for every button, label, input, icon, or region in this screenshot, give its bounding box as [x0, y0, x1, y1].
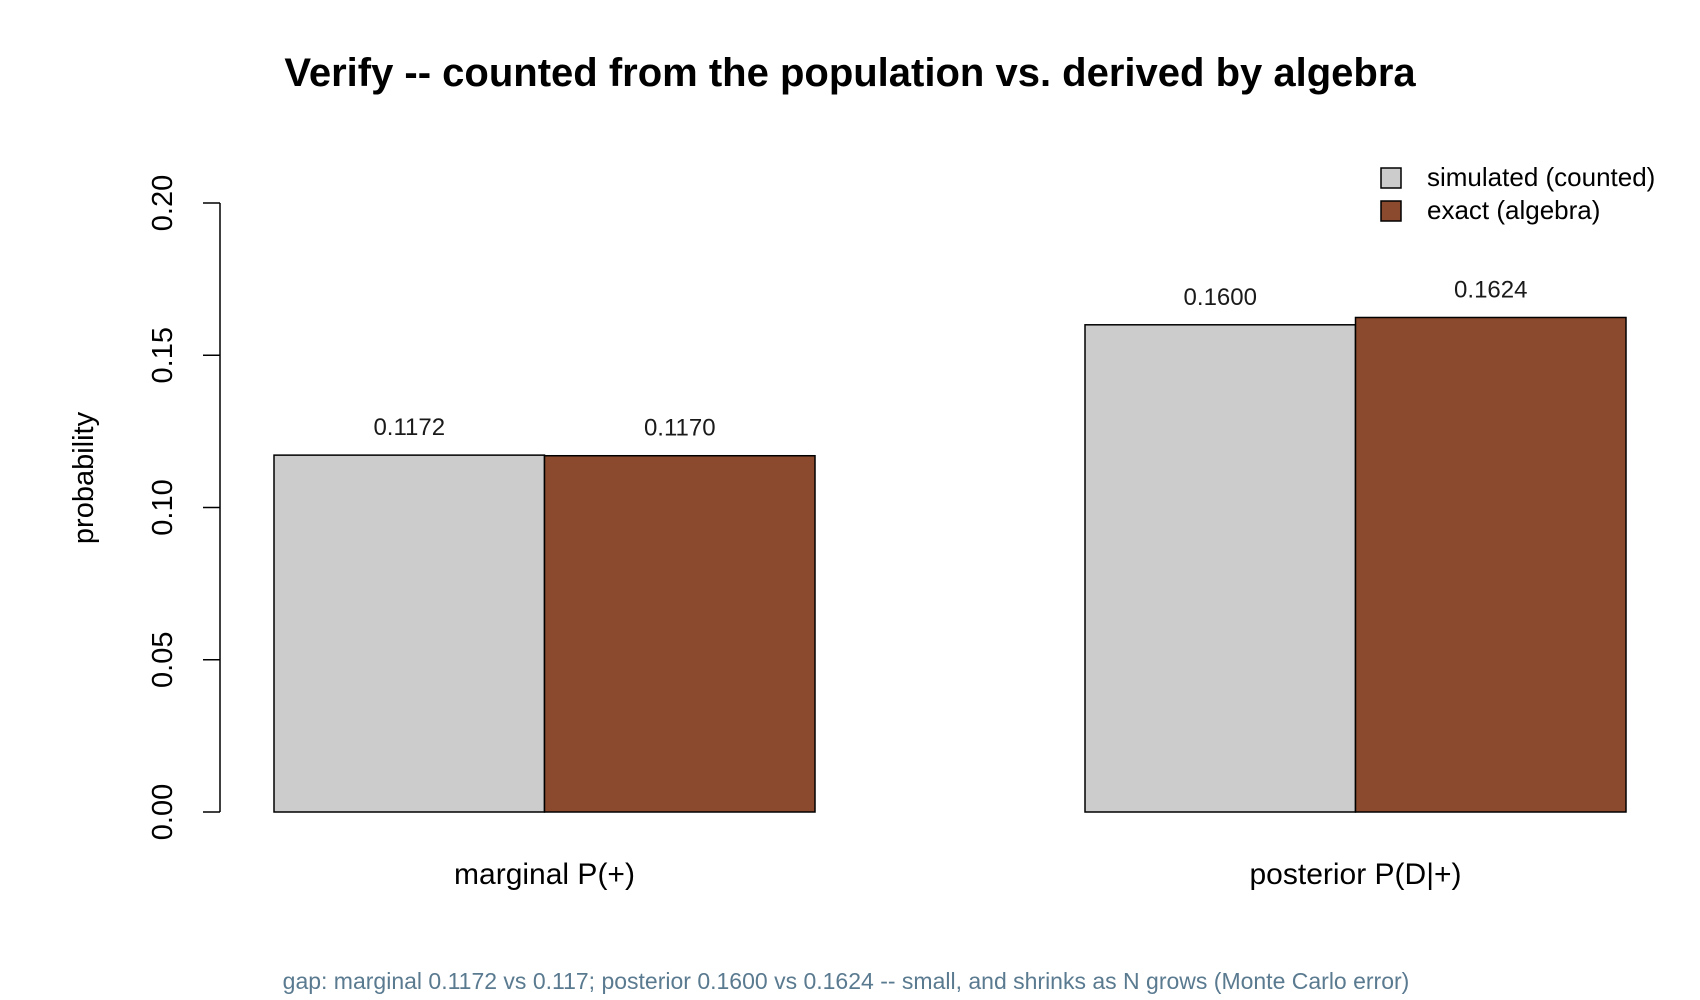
- y-ticks: 0.00 0.05 0.10 0.15 0.20: [147, 175, 220, 840]
- bar-value-label: 0.1170: [644, 415, 716, 442]
- bar-value-label: 0.1172: [373, 414, 445, 441]
- category-label: marginal P(+): [454, 858, 635, 891]
- bar: [273, 454, 546, 813]
- bars: [273, 316, 1627, 813]
- bar-value-label: 0.1600: [1184, 284, 1257, 311]
- bar: [1354, 316, 1627, 813]
- legend-swatch: [1380, 167, 1402, 189]
- y-tick-label: 0.05: [147, 632, 179, 688]
- legend-label: exact (algebra): [1427, 195, 1600, 225]
- chart-title: Verify -- counted from the population vs…: [284, 51, 1416, 95]
- y-tick-label: 0.15: [147, 327, 179, 383]
- y-tick-label: 0.10: [147, 479, 179, 535]
- legend: simulated (counted)exact (algebra): [1380, 162, 1655, 225]
- bar: [543, 454, 816, 813]
- bar-labels: 0.1172 0.1170 0.1600 0.1624: [373, 276, 1527, 441]
- category-labels: marginal P(+) posterior P(D|+): [454, 858, 1461, 891]
- caption: gap: marginal 0.1172 vs 0.117; posterior…: [283, 968, 1410, 994]
- y-tick-label: 0.00: [147, 784, 179, 840]
- bar: [1084, 324, 1357, 813]
- legend-label: simulated (counted): [1427, 162, 1655, 192]
- legend-swatch: [1380, 200, 1402, 222]
- category-label: posterior P(D|+): [1249, 858, 1461, 891]
- y-tick-label: 0.20: [147, 175, 179, 231]
- bar-value-label: 0.1624: [1454, 276, 1527, 303]
- y-axis-label: probability: [68, 411, 100, 544]
